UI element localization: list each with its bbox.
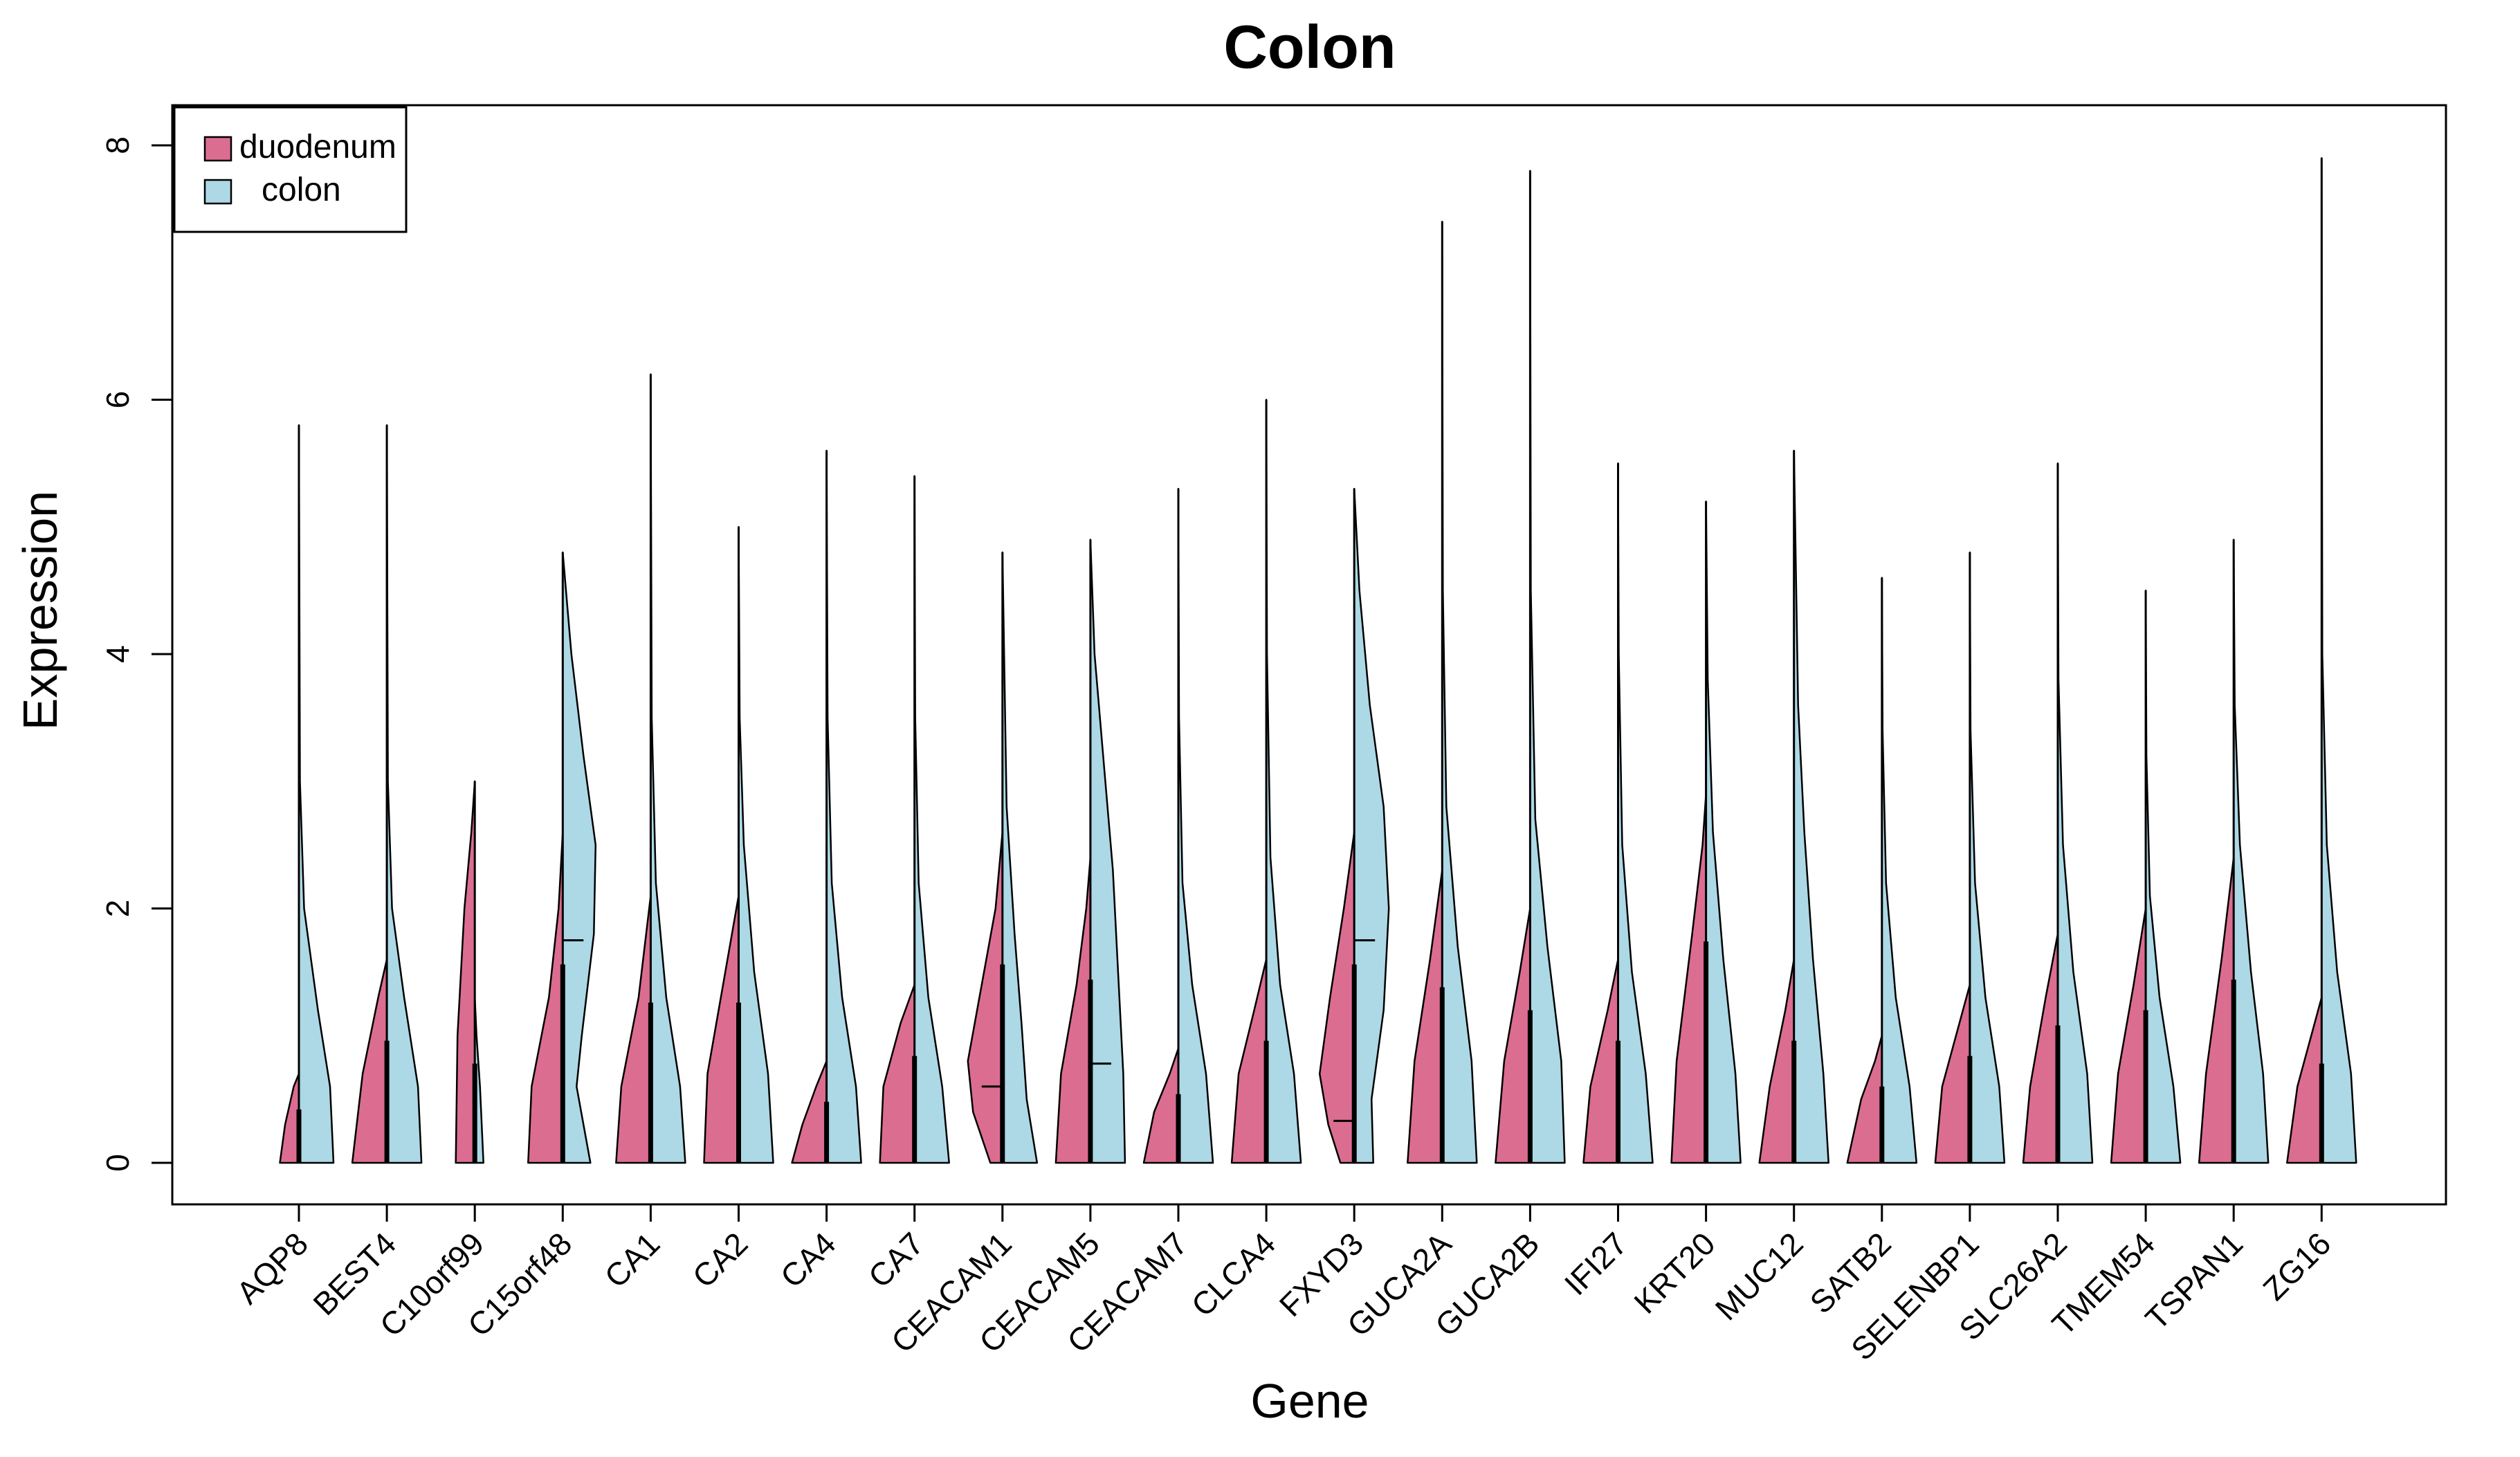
violin-half-colon — [562, 551, 597, 1164]
violin-half-duodenum — [967, 831, 1004, 1164]
legend-box — [173, 106, 408, 233]
y-tick-label: 4 — [100, 645, 136, 663]
y-tick-label: 0 — [100, 1154, 136, 1172]
x-axis-title: Gene — [1250, 1374, 1369, 1428]
legend-label-duodenum: duodenum — [239, 129, 396, 165]
y-axis: 0 2 4 6 8 — [100, 136, 174, 1172]
y-tick-label: 2 — [100, 900, 136, 918]
violins-group — [279, 157, 2357, 1164]
y-tick-label: 8 — [100, 136, 136, 154]
legend: duodenum colon — [173, 106, 408, 233]
violin-half-colon — [1089, 539, 1126, 1164]
legend-swatch-colon — [203, 179, 232, 205]
legend-swatch-duodenum — [203, 136, 232, 162]
y-axis-title: Expression — [13, 491, 67, 730]
violin-half-duodenum — [1318, 831, 1355, 1164]
chart-title: Colon — [1223, 12, 1396, 81]
legend-label-colon: colon — [262, 172, 341, 208]
violin-half-colon — [1353, 487, 1390, 1164]
y-tick-label: 6 — [100, 391, 136, 409]
